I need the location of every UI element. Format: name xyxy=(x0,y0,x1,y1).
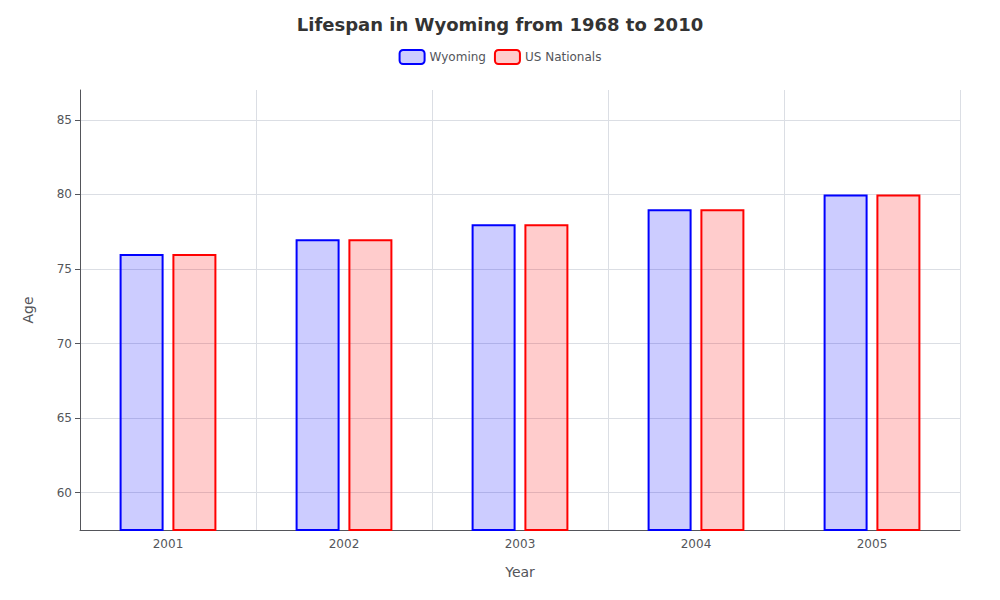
svg-text:Age: Age xyxy=(20,296,36,323)
svg-text:85: 85 xyxy=(57,113,72,127)
svg-text:75: 75 xyxy=(57,262,72,276)
svg-text:2001: 2001 xyxy=(153,537,184,551)
svg-text:2003: 2003 xyxy=(505,537,536,551)
svg-text:65: 65 xyxy=(57,411,72,425)
svg-text:80: 80 xyxy=(57,187,72,201)
svg-text:2004: 2004 xyxy=(681,537,712,551)
svg-text:70: 70 xyxy=(57,337,72,351)
svg-text:Year: Year xyxy=(504,564,535,580)
svg-text:Lifespan in Wyoming from 1968: Lifespan in Wyoming from 1968 to 2010 xyxy=(297,14,703,35)
svg-text:2002: 2002 xyxy=(329,537,360,551)
svg-text:Wyoming: Wyoming xyxy=(430,50,486,64)
svg-text:60: 60 xyxy=(57,486,72,500)
svg-text:US Nationals: US Nationals xyxy=(525,50,601,64)
svg-text:2005: 2005 xyxy=(857,537,888,551)
